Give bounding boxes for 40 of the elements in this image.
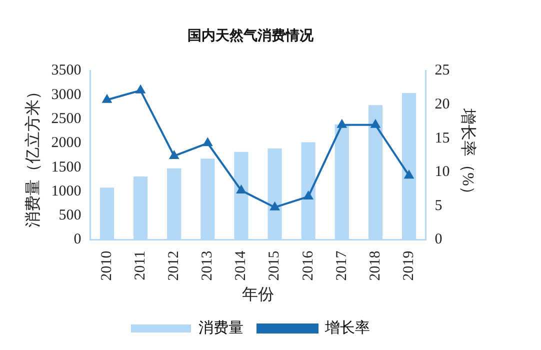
y2-tick-label: 0 — [434, 232, 442, 248]
legend-label: 消费量 — [198, 319, 244, 336]
point — [203, 138, 212, 146]
y-tick-label: 3500 — [51, 62, 82, 79]
chart-title: 国内天然气消费情况 — [188, 28, 314, 44]
point — [236, 185, 246, 194]
y2-axis-title: 增长率（%） — [459, 108, 478, 202]
y2-tick-label: 5 — [434, 198, 442, 214]
y-tick-label: 2500 — [51, 111, 82, 128]
x-tick-label: 2013 — [200, 250, 216, 281]
x-tick-label: 2014 — [233, 250, 250, 281]
x-tick-label: 2011 — [132, 250, 148, 280]
x-tick-label: 2018 — [367, 250, 384, 281]
y-tick-label: 0 — [74, 232, 82, 248]
point — [136, 85, 146, 94]
y-axis-title: 消费量（亿立方米） — [24, 83, 42, 228]
x-tick-label: 2012 — [166, 250, 182, 281]
y-tick-label: 1000 — [51, 183, 82, 200]
x-tick-label: 2010 — [98, 250, 115, 281]
x-tick-label: 2017 — [334, 250, 350, 281]
y-tick-label: 500 — [58, 208, 82, 224]
y2-tick-label: 15 — [434, 130, 450, 146]
y2-tick-label: 10 — [434, 164, 450, 180]
x-axis-title: 年份 — [242, 286, 274, 304]
x-tick-label: 2016 — [300, 250, 316, 281]
y2-tick-label: 25 — [434, 62, 450, 79]
x-tick-label: 2015 — [266, 250, 283, 281]
legend-label: 增长率 — [324, 319, 370, 336]
point — [304, 192, 313, 200]
y2-tick-label: 20 — [434, 96, 450, 113]
point — [370, 120, 380, 128]
y-tick-label: 1500 — [51, 159, 82, 176]
y-tick-label: 3000 — [51, 86, 82, 103]
y-tick-label: 2000 — [51, 135, 82, 152]
point — [270, 202, 280, 210]
point — [404, 170, 414, 179]
point — [170, 150, 179, 159]
x-tick-label: 2019 — [400, 250, 417, 281]
point — [102, 94, 112, 103]
point — [337, 120, 346, 128]
